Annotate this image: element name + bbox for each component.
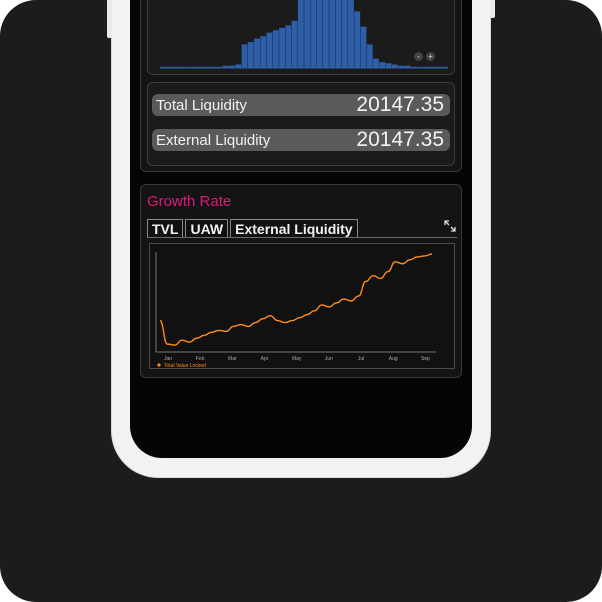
liquidity-summary-card: Total Liquidity 20147.35 External Liquid… xyxy=(147,82,455,166)
expand-icon[interactable] xyxy=(443,219,457,233)
power-button xyxy=(490,0,495,18)
histogram-bar xyxy=(298,0,304,68)
total-liquidity-value: 20147.35 xyxy=(356,93,444,117)
x-tick-label: May xyxy=(292,356,302,362)
histogram-bar xyxy=(398,66,404,68)
zoom-in-button[interactable]: + xyxy=(426,52,435,61)
histogram-bar xyxy=(273,30,279,68)
total-liquidity-label: Total Liquidity xyxy=(156,97,247,114)
histogram-bar xyxy=(417,67,423,68)
histogram-bar xyxy=(386,63,392,68)
legend-label: Total Value Locked xyxy=(164,363,206,369)
histogram-bar xyxy=(379,62,385,68)
histogram-bar xyxy=(317,0,323,68)
histogram-bar xyxy=(342,0,348,68)
external-liquidity-label: External Liquidity xyxy=(156,132,270,149)
histogram-bar xyxy=(173,67,179,68)
histogram-bar xyxy=(336,0,342,68)
growth-tabs: TVL UAW External Liquidity xyxy=(147,219,358,238)
chart-axes xyxy=(156,252,436,352)
histogram-bar xyxy=(179,67,185,68)
histogram-bar xyxy=(160,67,166,68)
histogram-bar xyxy=(292,21,298,68)
liquidity-panel: - + Total Liquidity 20147.35 External Li… xyxy=(140,0,462,172)
histogram-bar xyxy=(373,59,379,68)
histogram-bar xyxy=(217,67,223,68)
histogram-bar xyxy=(361,27,367,68)
histogram-bar xyxy=(304,0,310,68)
growth-rate-title: Growth Rate xyxy=(147,193,231,210)
x-tick-label: Aug xyxy=(389,356,398,362)
histogram-bar xyxy=(192,67,198,68)
histogram-bar xyxy=(310,0,316,68)
zoom-out-button[interactable]: - xyxy=(414,52,423,61)
histogram-bar xyxy=(323,0,329,68)
x-tick-label: Feb xyxy=(196,356,205,362)
histogram-bar xyxy=(254,39,260,69)
tab-external-liquidity[interactable]: External Liquidity xyxy=(230,219,357,238)
histogram-bar xyxy=(411,67,417,68)
depth-chart-card: - + xyxy=(147,0,455,75)
tab-uaw[interactable]: UAW xyxy=(185,219,228,238)
histogram-bar xyxy=(404,66,410,68)
growth-rate-panel: Growth Rate TVL UAW External Liquidity J… xyxy=(140,184,462,378)
x-tick-label: Sep xyxy=(421,356,430,362)
app-screen: - + Total Liquidity 20147.35 External Li… xyxy=(130,0,472,458)
histogram-bar xyxy=(436,67,442,68)
volume-button xyxy=(107,0,112,38)
growth-line-chart: Jan Feb Mar Apr May Jun Jul Aug Sep Total Value L… xyxy=(150,244,456,370)
external-liquidity-value: 20147.35 xyxy=(356,128,444,152)
histogram-bar xyxy=(267,33,273,68)
histogram-bar xyxy=(185,67,191,68)
histogram-bar xyxy=(423,67,429,68)
histogram-bar xyxy=(285,26,291,68)
x-tick-label: Apr xyxy=(261,356,269,362)
histogram-bar xyxy=(242,44,248,68)
histogram-bar xyxy=(223,66,229,68)
histogram-bar xyxy=(235,64,241,68)
histogram-bar xyxy=(166,67,172,68)
legend-marker xyxy=(157,363,160,366)
phone-device: - + Total Liquidity 20147.35 External Li… xyxy=(112,0,490,477)
tabs-divider xyxy=(147,237,457,238)
histogram-bar xyxy=(429,67,435,68)
histogram-bar xyxy=(229,66,235,68)
histogram-bar xyxy=(210,67,216,68)
histogram-bar xyxy=(348,0,354,68)
histogram-bar xyxy=(248,42,254,68)
total-liquidity-row: Total Liquidity 20147.35 xyxy=(152,94,450,116)
depth-histogram xyxy=(148,0,454,74)
histogram-bar xyxy=(204,67,210,68)
histogram-bar xyxy=(198,67,204,68)
x-tick-label: Jan xyxy=(164,356,172,362)
histogram-bar xyxy=(354,11,360,68)
histogram-bar xyxy=(260,36,266,68)
tab-tvl[interactable]: TVL xyxy=(147,219,183,238)
growth-chart-frame: Jan Feb Mar Apr May Jun Jul Aug Sep Total Value L… xyxy=(149,243,455,369)
histogram-bar xyxy=(367,44,373,68)
histogram-bar xyxy=(329,0,335,68)
histogram-bar xyxy=(279,28,285,68)
x-tick-label: Jun xyxy=(325,356,333,362)
histogram-bar xyxy=(442,67,448,68)
x-tick-label: Mar xyxy=(228,356,237,362)
histogram-bar xyxy=(392,64,398,68)
series-line-total-value-locked xyxy=(160,254,432,345)
external-liquidity-row: External Liquidity 20147.35 xyxy=(152,129,450,151)
x-tick-label: Jul xyxy=(358,356,364,362)
